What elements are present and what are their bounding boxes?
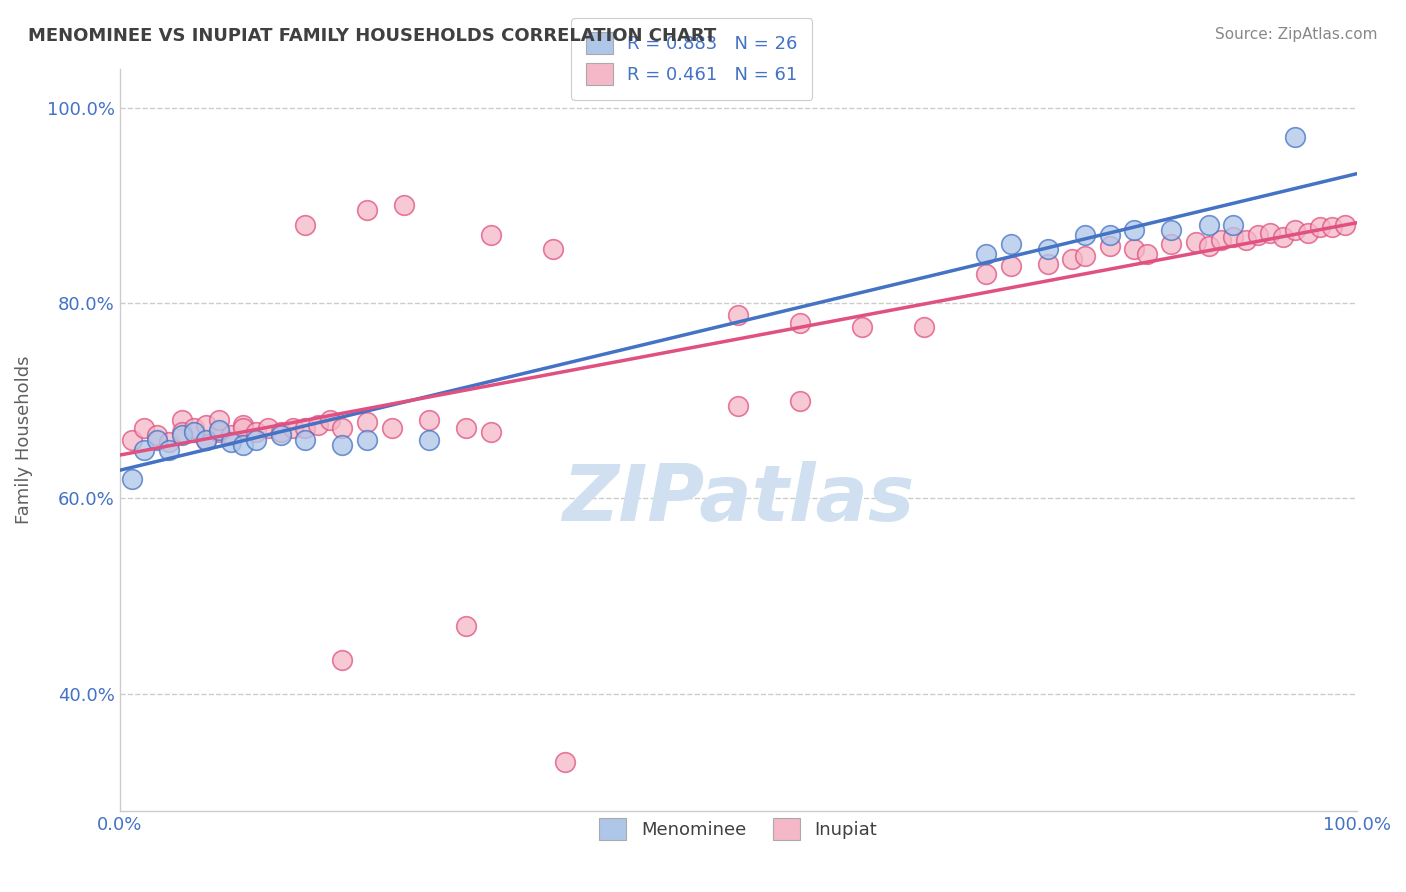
Point	[1123, 242, 1146, 256]
Point	[727, 399, 749, 413]
Point	[1000, 259, 1022, 273]
Point	[134, 421, 156, 435]
Point	[1098, 227, 1121, 242]
Point	[1160, 237, 1182, 252]
Point	[319, 413, 342, 427]
Point	[170, 428, 193, 442]
Point	[1322, 219, 1344, 234]
Point	[307, 418, 329, 433]
Point	[170, 413, 193, 427]
Point	[1247, 227, 1270, 242]
Point	[1185, 235, 1208, 250]
Point	[1234, 233, 1257, 247]
Point	[479, 425, 502, 439]
Point	[789, 316, 811, 330]
Point	[356, 415, 378, 429]
Point	[418, 433, 440, 447]
Point	[554, 756, 576, 770]
Point	[356, 433, 378, 447]
Point	[789, 393, 811, 408]
Point	[1198, 218, 1220, 232]
Point	[479, 227, 502, 242]
Text: MENOMINEE VS INUPIAT FAMILY HOUSEHOLDS CORRELATION CHART: MENOMINEE VS INUPIAT FAMILY HOUSEHOLDS C…	[28, 27, 717, 45]
Point	[183, 421, 205, 435]
Point	[1198, 239, 1220, 253]
Point	[1209, 233, 1232, 247]
Point	[270, 428, 292, 442]
Point	[157, 442, 180, 457]
Point	[294, 433, 316, 447]
Legend: Menominee, Inupiat: Menominee, Inupiat	[585, 803, 891, 855]
Point	[1222, 218, 1244, 232]
Point	[208, 425, 231, 439]
Point	[294, 218, 316, 232]
Point	[195, 433, 218, 447]
Text: ZIPatlas: ZIPatlas	[562, 461, 914, 537]
Point	[1222, 229, 1244, 244]
Point	[1160, 223, 1182, 237]
Point	[332, 421, 354, 435]
Point	[134, 442, 156, 457]
Y-axis label: Family Households: Family Households	[15, 356, 32, 524]
Point	[257, 421, 280, 435]
Point	[1123, 223, 1146, 237]
Point	[219, 434, 242, 449]
Point	[245, 425, 267, 439]
Point	[394, 198, 416, 212]
Point	[183, 425, 205, 439]
Point	[232, 418, 254, 433]
Point	[121, 433, 143, 447]
Point	[294, 421, 316, 435]
Point	[195, 433, 218, 447]
Point	[356, 203, 378, 218]
Point	[146, 428, 169, 442]
Point	[974, 267, 997, 281]
Point	[332, 653, 354, 667]
Point	[232, 438, 254, 452]
Point	[1333, 218, 1355, 232]
Point	[332, 438, 354, 452]
Point	[121, 472, 143, 486]
Point	[219, 428, 242, 442]
Point	[170, 425, 193, 439]
Point	[1260, 226, 1282, 240]
Point	[1000, 237, 1022, 252]
Point	[1271, 229, 1294, 244]
Point	[381, 421, 404, 435]
Point	[727, 308, 749, 322]
Point	[541, 242, 564, 256]
Point	[418, 413, 440, 427]
Point	[851, 320, 873, 334]
Point	[1074, 249, 1097, 263]
Point	[270, 425, 292, 439]
Point	[456, 421, 478, 435]
Point	[1284, 223, 1306, 237]
Point	[146, 433, 169, 447]
Point	[912, 320, 935, 334]
Point	[1284, 130, 1306, 145]
Point	[456, 618, 478, 632]
Point	[157, 434, 180, 449]
Point	[1036, 257, 1059, 271]
Point	[1074, 227, 1097, 242]
Point	[974, 247, 997, 261]
Text: Source: ZipAtlas.com: Source: ZipAtlas.com	[1215, 27, 1378, 42]
Point	[208, 413, 231, 427]
Point	[245, 433, 267, 447]
Point	[1036, 242, 1059, 256]
Point	[1296, 226, 1319, 240]
Point	[1309, 219, 1331, 234]
Point	[232, 421, 254, 435]
Point	[1062, 252, 1084, 266]
Point	[1098, 239, 1121, 253]
Point	[195, 418, 218, 433]
Point	[281, 421, 304, 435]
Point	[1136, 247, 1159, 261]
Point	[208, 423, 231, 437]
